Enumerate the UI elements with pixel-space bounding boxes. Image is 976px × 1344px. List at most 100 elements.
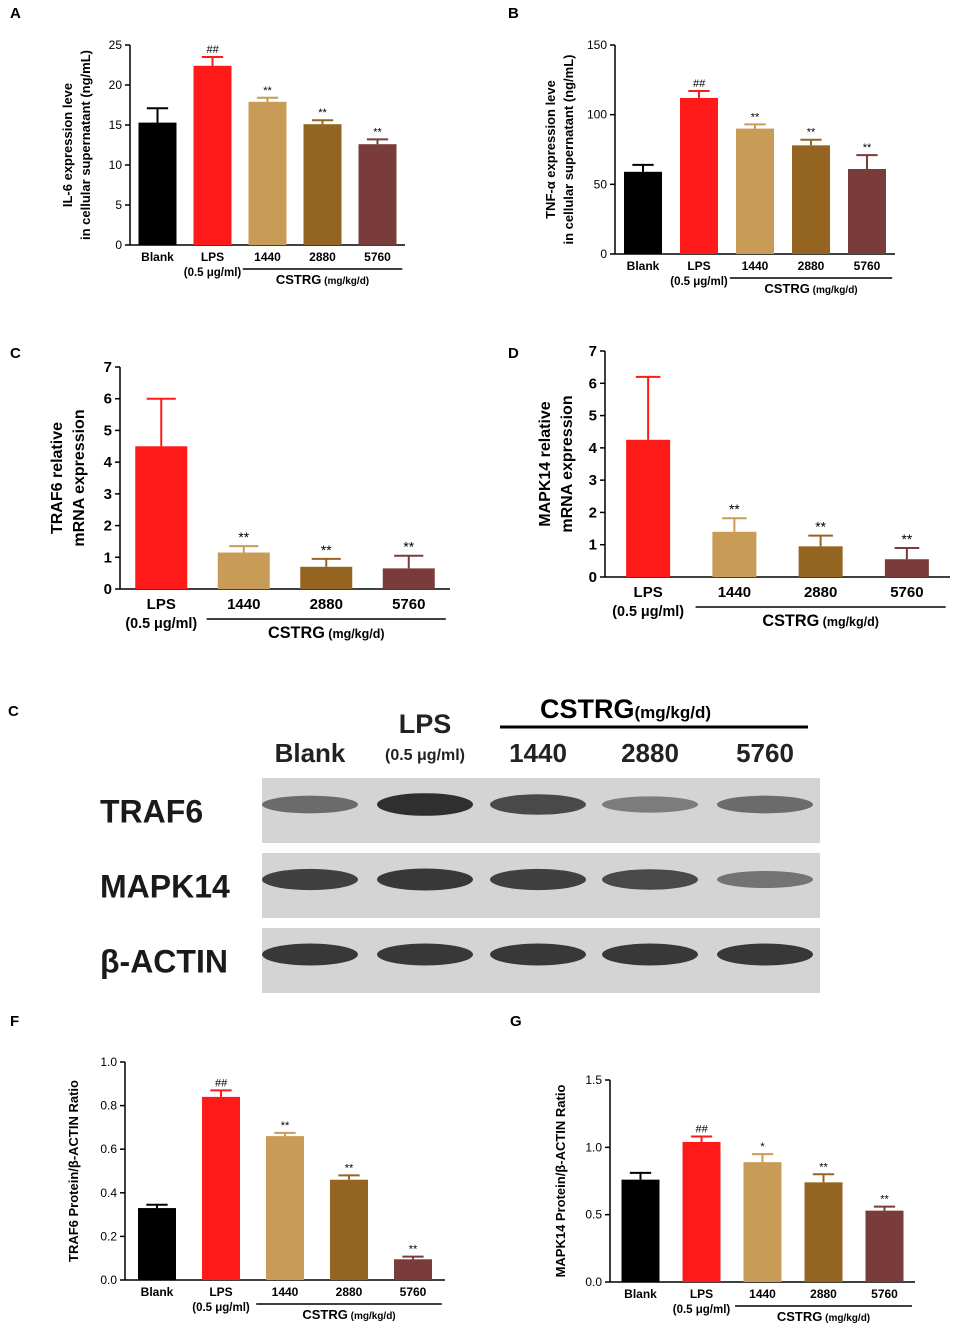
x-tick-label: LPS [201,250,224,264]
y-axis-label: MAPK14 Protein/β-ACTIN Ratio [553,1085,568,1278]
y-tick-label: 4 [589,440,598,457]
group-name: CSTRG [777,1309,823,1324]
y-axis-label: mRNA expression [559,395,576,532]
x-tick-label: 1440 [749,1287,776,1301]
y-tick-label: 0 [104,581,112,598]
blot-row-label: MAPK14 [100,869,230,905]
y-tick-label: 100 [587,108,607,122]
x-tick-label: LPS [690,1287,713,1301]
bar-2880 [300,566,353,589]
x-tick-label: 2880 [810,1287,837,1301]
chart-panel-A: A 0 5 10 15 20 25 IL-6 expression leve in cellul… [10,5,405,287]
y-tick-label: 0.6 [100,1142,117,1156]
y-tick-label: 0.4 [100,1186,117,1200]
y-tick-label: 0 [589,569,597,586]
blot-band [717,795,813,814]
x-tick-label: 1440 [254,250,281,264]
bar-2880 [798,546,843,577]
bar-1440 [712,531,757,577]
x-tick-label: LPS [634,584,663,601]
blot-group-label: CSTRG(mg/kg/d) [540,694,711,724]
bar-Blank [138,1208,176,1280]
y-tick-label: 2 [589,504,597,521]
x-tick-sublabel: (0.5 μg/ml) [192,1302,250,1314]
y-tick-label: 5 [589,408,597,425]
group-unit: (mg/kg/d) [822,1313,870,1324]
significance-label: ** [238,530,249,545]
y-tick-label: 0.5 [585,1208,602,1222]
bar-Blank [138,122,177,245]
significance-label: ** [409,1244,418,1256]
blot-band [377,943,473,966]
bar-5760 [394,1259,432,1280]
x-tick-label: 2880 [336,1285,363,1299]
x-tick-sublabel: (0.5 μg/ml) [125,616,197,632]
significance-label: ** [373,126,382,138]
significance-label: ** [819,1161,828,1173]
y-tick-label: 0.0 [100,1273,117,1287]
y-tick-label: 15 [109,118,123,132]
x-tick-sublabel: (0.5 μg/ml) [670,276,728,288]
y-axis-label: TNF-α expression leve [543,80,558,219]
chart-panel-D: D 0 1 2 3 4 5 6 7 MAPK14 relative mRNA expression L… [508,343,950,630]
bar-Blank [621,1179,660,1282]
chart-panel-C: C 0 1 2 3 4 5 6 7 TRAF6 relative mRNA expression LP… [10,345,450,642]
bar-Blank [624,171,662,254]
blot-lane-label: LPS [399,709,452,739]
y-axis-label: MAPK14 relative [537,401,554,526]
blot-band [490,868,586,891]
blot-band [602,943,698,966]
x-tick-label: 5760 [890,584,923,601]
y-axis-label: mRNA expression [71,409,88,546]
significance-label: ## [215,1077,228,1089]
y-axis-label: in cellular supernatant (ng/mL) [78,50,93,240]
y-tick-label: 3 [589,472,597,489]
bar-LPS [680,97,718,255]
x-tick-label: Blank [627,259,660,273]
y-tick-label: 0.2 [100,1229,117,1243]
significance-label: ** [729,502,740,517]
x-tick-sublabel: (0.5 μg/ml) [184,267,242,279]
bar-2880 [330,1179,368,1280]
blot-band [602,796,698,813]
y-tick-label: 3 [104,486,112,503]
group-label: CSTRG (mg/kg/d) [302,1307,395,1322]
group-label: CSTRG (mg/kg/d) [764,281,857,296]
y-tick-label: 150 [587,38,607,52]
bar-2880 [303,124,342,245]
y-tick-label: 7 [104,359,112,376]
significance-label: ** [807,127,816,139]
bar-1440 [217,552,270,589]
x-tick-label: 5760 [392,596,425,613]
x-tick-label: Blank [141,250,174,264]
x-tick-label: 1440 [227,596,260,613]
western-blot-panel: C CSTRG(mg/kg/d) Blank LPS (0.5 μg/ml) 1440 2… [8,694,820,993]
bar-1440 [266,1136,304,1280]
bar-5760 [865,1210,904,1282]
panel-letter: B [508,5,519,22]
blot-lane-sublabel: (0.5 μg/ml) [385,747,465,764]
x-tick-label: LPS [687,259,710,273]
x-tick-label: 1440 [718,584,751,601]
blot-row-β-ACTIN: β-ACTIN [100,928,820,993]
significance-label: * [760,1141,765,1153]
blot-row-MAPK14: MAPK14 [100,853,820,918]
bar-5760 [884,559,929,577]
y-tick-label: 0 [600,247,607,261]
x-tick-label: 5760 [364,250,391,264]
x-tick-label: LPS [209,1285,232,1299]
group-label: CSTRG (mg/kg/d) [268,624,385,642]
blot-band [262,868,358,891]
y-tick-label: 0.0 [585,1275,602,1289]
y-tick-label: 10 [109,158,123,172]
y-tick-label: 7 [589,343,597,360]
significance-label: ** [281,1120,290,1132]
significance-label: ** [403,540,414,555]
y-tick-label: 1.5 [585,1073,602,1087]
bar-5760 [358,144,397,245]
group-unit: (mg/kg/d) [321,276,369,287]
x-tick-label: Blank [624,1287,657,1301]
x-tick-label: 5760 [400,1285,427,1299]
significance-label: ## [695,1124,708,1136]
blot-band [377,868,473,891]
